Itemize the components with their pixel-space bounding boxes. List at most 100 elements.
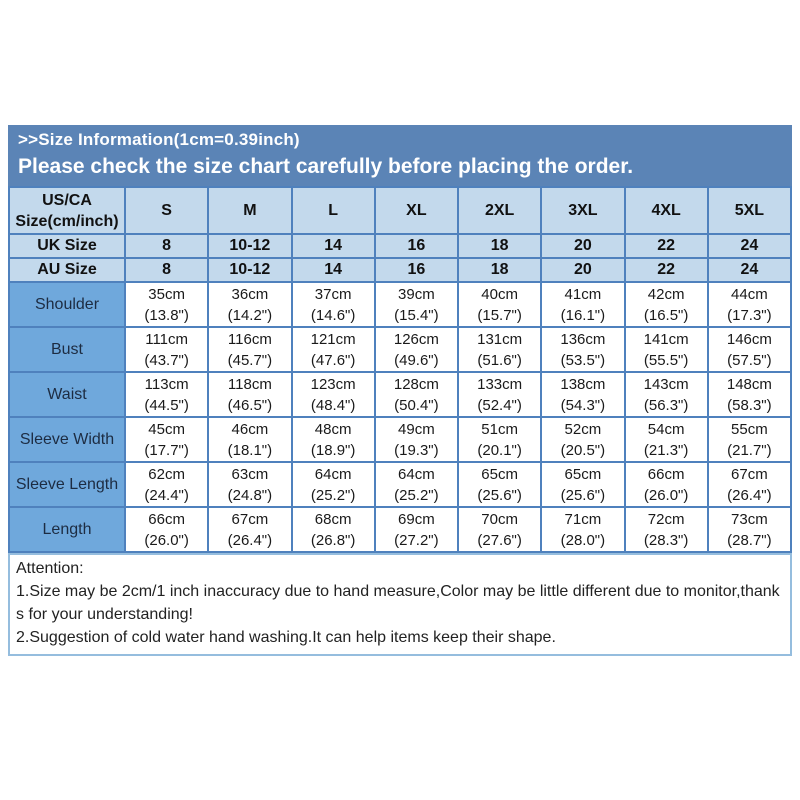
measure-inch: (28.7") — [727, 531, 772, 549]
measure-inch: (21.7") — [727, 441, 772, 459]
size-info-banner: >>Size Information(1cm=0.39inch) Please … — [8, 125, 792, 186]
measure-cm: 126cm — [393, 330, 439, 348]
size-row-value: 24 — [706, 257, 793, 283]
measure-inch: (19.3") — [394, 441, 439, 459]
measure-cm: 46cm — [231, 420, 269, 438]
measure-cm: 146cm — [726, 330, 772, 348]
measure-inch: (17.7") — [144, 441, 189, 459]
measure-cm: 36cm — [231, 285, 269, 303]
measure-cm: 138cm — [560, 375, 606, 393]
measure-inch: (54.3") — [560, 396, 606, 414]
measure-cell: 111cm (43.7") — [123, 326, 210, 373]
measure-cell: 49cm (19.3") — [373, 416, 460, 463]
banner-title: >>Size Information(1cm=0.39inch) — [18, 130, 300, 149]
measure-cell: 68cm (26.8") — [290, 506, 376, 553]
measure-cm: 71cm — [564, 510, 602, 528]
measure-cm: 39cm — [398, 285, 435, 303]
size-row-value: 10-12 — [207, 233, 293, 259]
measure-cm: 111cm — [145, 330, 189, 348]
measure-cm: 113cm — [144, 375, 189, 393]
measure-cell: 66cm (26.0") — [623, 461, 709, 508]
measure-cell: 131cm (51.6") — [456, 326, 543, 373]
measure-cell: 36cm (14.2") — [207, 281, 293, 328]
column-header-5xl: 5XL — [706, 186, 793, 235]
measure-cell: 46cm (18.1") — [207, 416, 293, 463]
measure-row-label: Sleeve Width — [8, 416, 126, 463]
measure-cell: 62cm (24.4") — [123, 461, 210, 508]
measure-inch: (47.6") — [310, 351, 356, 369]
measure-row: Waist 113cm (44.5") 118cm (46.5") 123cm (48.4"… — [8, 371, 793, 418]
measure-cm: 65cm — [564, 465, 602, 483]
measure-inch: (26.0") — [144, 531, 189, 549]
measure-cm: 72cm — [647, 510, 685, 528]
measure-inch: (51.6") — [477, 351, 522, 369]
measure-cm: 128cm — [393, 375, 439, 393]
measure-cm: 42cm — [647, 285, 685, 303]
measure-inch: (14.6") — [310, 306, 356, 324]
measure-cell: 45cm (17.7") — [123, 416, 210, 463]
size-row-value: 14 — [290, 233, 376, 259]
measure-cell: 73cm (28.7") — [706, 506, 793, 553]
attention-note-2: 2.Suggestion of cold water hand washing.… — [16, 629, 556, 646]
size-row-value: 8 — [123, 257, 210, 283]
corner-header-cell: US/CA Size(cm/inch) — [8, 186, 126, 235]
measure-row: Sleeve Width 45cm (17.7") 46cm (18.1") 48cm (1… — [8, 416, 793, 463]
column-header-4xl: 4XL — [623, 186, 709, 235]
measure-inch: (16.1") — [560, 306, 606, 324]
measure-cm: 45cm — [148, 420, 185, 438]
measure-inch: (44.5") — [144, 396, 189, 414]
measure-cell: 66cm (26.0") — [123, 506, 210, 553]
measure-cm: 70cm — [481, 510, 518, 528]
measure-cm: 41cm — [564, 285, 602, 303]
attention-box: Attention: 1.Size may be 2cm/1 inch inac… — [8, 553, 792, 656]
measure-inch: (53.5") — [560, 351, 606, 369]
measure-inch: (26.0") — [643, 486, 689, 504]
column-header-xl: XL — [373, 186, 460, 235]
measure-inch: (28.3") — [643, 531, 689, 549]
measure-cm: 66cm — [148, 510, 185, 528]
measure-cm: 143cm — [643, 375, 689, 393]
measure-cell: 146cm (57.5") — [706, 326, 793, 373]
measure-inch: (57.5") — [727, 351, 772, 369]
measure-cell: 65cm (25.6") — [540, 461, 626, 508]
measure-inch: (21.3") — [643, 441, 689, 459]
measure-cell: 67cm (26.4") — [706, 461, 793, 508]
attention-note-1: 1.Size may be 2cm/1 inch inaccuracy due … — [16, 583, 780, 623]
measure-inch: (50.4") — [394, 396, 439, 414]
measure-cell: 118cm (46.5") — [207, 371, 293, 418]
measure-cell: 136cm (53.5") — [540, 326, 626, 373]
size-table: US/CA Size(cm/inch) S M L XL 2XL 3XL 4XL 5XL UK S… — [8, 186, 793, 553]
size-row-value: 24 — [706, 233, 793, 259]
size-row-value: 20 — [540, 257, 626, 283]
measure-cm: 64cm — [398, 465, 435, 483]
measure-inch: (58.3") — [727, 396, 772, 414]
measure-cell: 44cm (17.3") — [706, 281, 793, 328]
measure-cell: 64cm (25.2") — [290, 461, 376, 508]
measure-cell: 42cm (16.5") — [623, 281, 709, 328]
measure-cell: 39cm (15.4") — [373, 281, 460, 328]
measure-inch: (49.6") — [394, 351, 439, 369]
measure-row-label: Waist — [8, 371, 126, 418]
measure-cell: 67cm (26.4") — [207, 506, 293, 553]
measure-inch: (25.6") — [560, 486, 606, 504]
measure-inch: (26.4") — [727, 486, 772, 504]
measure-inch: (27.2") — [394, 531, 439, 549]
size-row-value: 10-12 — [207, 257, 293, 283]
measure-inch: (55.5") — [643, 351, 689, 369]
measure-cell: 70cm (27.6") — [456, 506, 543, 553]
size-row-value: 18 — [456, 257, 543, 283]
table-header-row: US/CA Size(cm/inch) S M L XL 2XL 3XL 4XL 5XL — [8, 186, 793, 235]
measure-inch: (14.2") — [227, 306, 273, 324]
measure-cell: 141cm (55.5") — [623, 326, 709, 373]
measure-cm: 65cm — [481, 465, 518, 483]
size-row-value: 8 — [123, 233, 210, 259]
measure-cell: 65cm (25.6") — [456, 461, 543, 508]
size-row: AU Size 8 10-12 14 16 18 20 22 24 — [8, 257, 793, 283]
attention-heading: Attention: — [16, 560, 84, 577]
measure-row: Shoulder 35cm (13.8") 36cm (14.2") 37cm (14.6"… — [8, 281, 793, 328]
measure-inch: (26.4") — [227, 531, 273, 549]
measure-cell: 72cm (28.3") — [623, 506, 709, 553]
banner-subtitle: Please check the size chart carefully be… — [18, 155, 634, 178]
measure-cm: 67cm — [731, 465, 768, 483]
measure-cm: 69cm — [398, 510, 435, 528]
